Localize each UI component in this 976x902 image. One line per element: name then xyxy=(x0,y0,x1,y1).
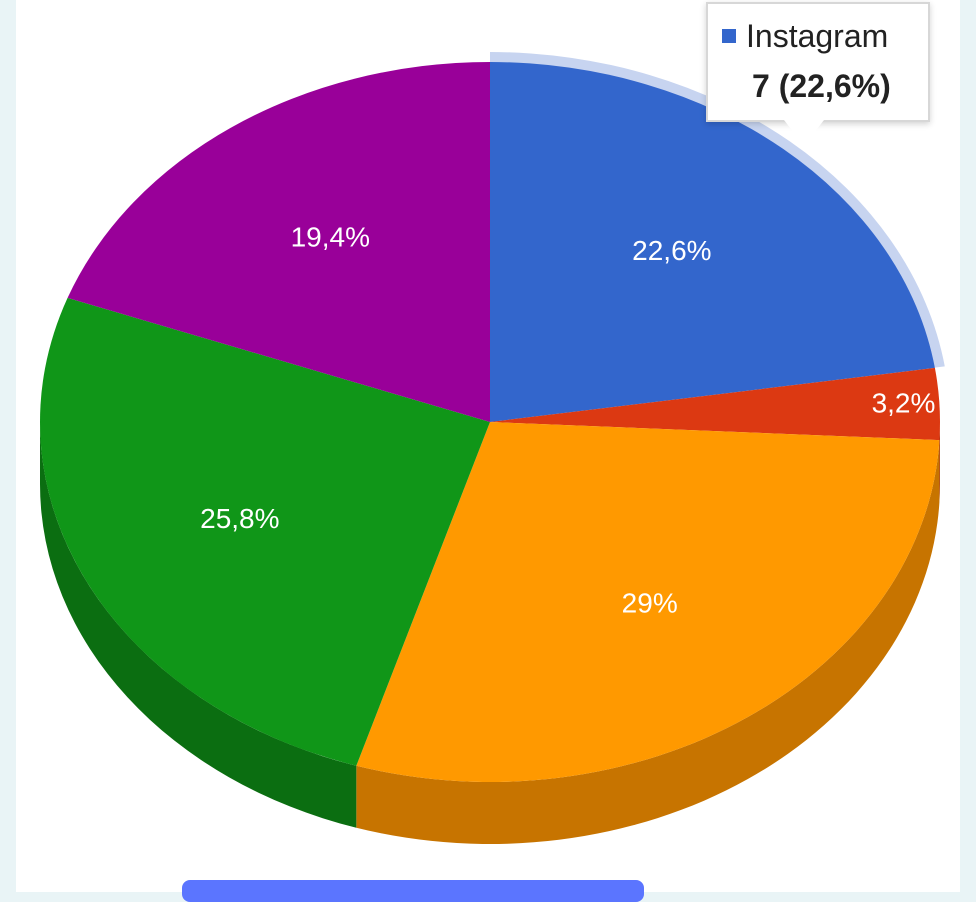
pie-slice-1[interactable] xyxy=(490,62,935,422)
tooltip-swatch xyxy=(722,29,736,43)
slice-label-2: 3,2% xyxy=(872,388,936,419)
tooltip-series-name: Instagram xyxy=(746,18,889,54)
slice-label-3: 29% xyxy=(622,587,678,618)
tooltip-tail xyxy=(784,120,824,146)
pie-labels: 22,6% 3,2% 29% 25,8% 19,4% xyxy=(200,221,935,618)
bottom-strip xyxy=(182,880,644,902)
pie-side-3 xyxy=(356,440,940,844)
pie-slice-2[interactable] xyxy=(490,367,940,441)
tooltip: Instagram 7 (22,6%) xyxy=(706,2,930,122)
pie-side-4 xyxy=(40,422,357,828)
slice-label-5: 19,4% xyxy=(291,221,370,252)
pie-top xyxy=(39,61,940,782)
tooltip-value: 7 (22,6%) xyxy=(752,68,891,104)
pie-side-2 xyxy=(939,422,940,503)
slice-label-4: 25,8% xyxy=(200,503,279,534)
pie-slice-5[interactable] xyxy=(67,61,490,422)
pie-slice-3[interactable] xyxy=(356,422,940,782)
pie-sides xyxy=(40,422,940,844)
tooltip-series-row: Instagram xyxy=(722,20,888,52)
pie-slice-4[interactable] xyxy=(39,297,490,766)
slice-label-1: 22,6% xyxy=(632,235,711,266)
